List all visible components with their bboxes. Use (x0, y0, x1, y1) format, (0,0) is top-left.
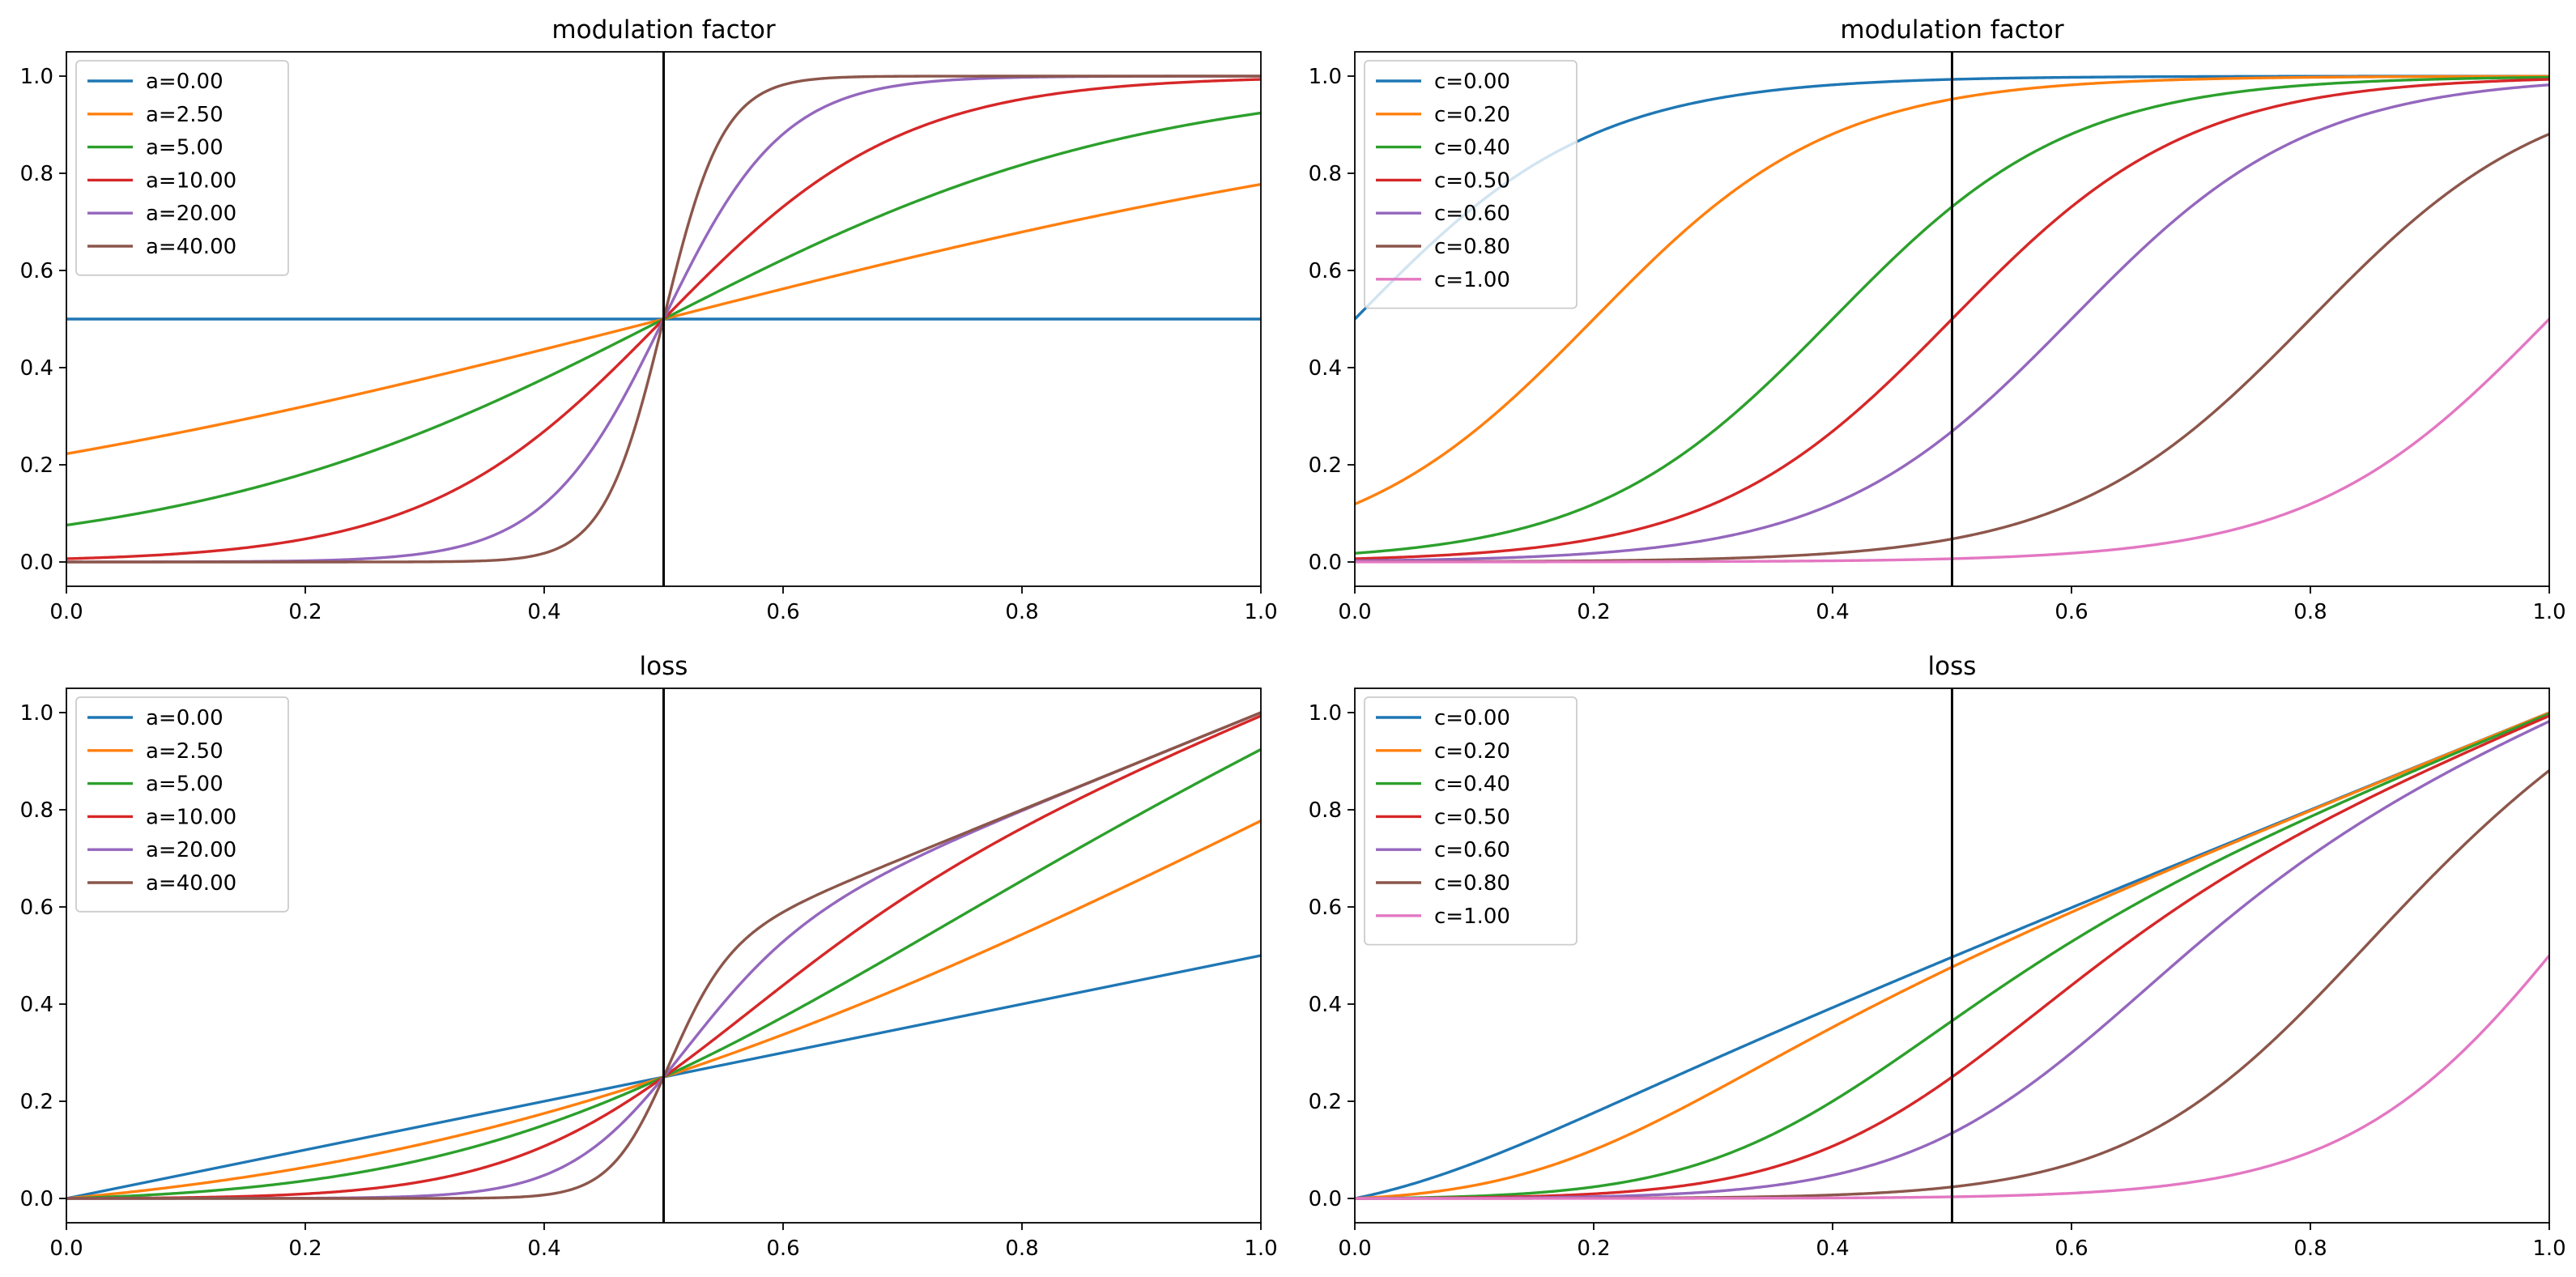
y-tick-label: 1.0 (20, 65, 53, 89)
x-tick-label: 0.0 (49, 600, 83, 624)
x-tick-label: 0.8 (1005, 1237, 1038, 1261)
legend-label: a=40.00 (146, 871, 236, 896)
x-tick-label: 0.6 (2054, 1237, 2088, 1261)
x-tick-label: 0.4 (1816, 600, 1849, 624)
legend-label: a=20.00 (146, 202, 236, 226)
x-tick-label: 1.0 (1244, 600, 1277, 624)
y-tick-label: 0.8 (20, 798, 53, 823)
x-tick-label: 0.8 (2293, 1237, 2327, 1261)
legend-label: c=0.20 (1434, 103, 1510, 127)
y-tick-label: 0.4 (1309, 356, 1342, 381)
x-tick-label: 0.0 (1338, 1237, 1371, 1261)
legend: c=0.00 c=0.20 c=0.40 c=0.50 c=0.60 c=0.80 c=1.… (1364, 696, 1578, 946)
axes-frame (66, 687, 1262, 1224)
x-tick-label: 0.4 (527, 1237, 560, 1261)
axes-frame (66, 51, 1262, 587)
x-tick-label: 0.8 (2293, 600, 2327, 624)
y-tick-label: 0.8 (1309, 798, 1342, 823)
legend: a=0.00 a=2.50 a=5.00 a=10.00 a=20.00 a=40.00 (75, 60, 289, 276)
legend-label: a=2.50 (146, 739, 224, 764)
y-tick-label: 0.0 (20, 551, 53, 575)
chart-title: loss (640, 652, 688, 681)
y-tick-label: 0.8 (1309, 162, 1342, 186)
legend-label: a=5.00 (146, 773, 224, 797)
x-tick-label: 0.2 (1577, 600, 1610, 624)
legend-label: a=5.00 (146, 136, 224, 160)
y-tick-label: 0.4 (20, 993, 53, 1017)
legend-label: a=40.00 (146, 235, 236, 259)
x-tick-label: 0.6 (766, 600, 799, 624)
legend-label: c=0.00 (1434, 70, 1510, 94)
x-tick-label: 0.2 (1577, 1237, 1610, 1261)
y-tick-label: 0.0 (20, 1187, 53, 1211)
legend-label: c=0.40 (1434, 136, 1510, 160)
y-tick-label: 0.2 (20, 1090, 53, 1114)
legend-label: a=20.00 (146, 838, 236, 862)
y-tick-label: 0.2 (1309, 1090, 1342, 1114)
x-tick-label: 0.4 (527, 600, 560, 624)
y-tick-label: 0.4 (20, 356, 53, 381)
legend-label: a=0.00 (146, 70, 224, 94)
legend-label: c=0.50 (1434, 168, 1510, 193)
y-tick-label: 0.4 (1309, 993, 1342, 1017)
x-tick-label: 0.8 (1005, 600, 1038, 624)
legend: a=0.00 a=2.50 a=5.00 a=10.00 a=20.00 a=40.00 (75, 696, 289, 913)
legend-label: c=0.80 (1434, 235, 1510, 259)
chart-title: modulation factor (551, 15, 775, 45)
legend-label: c=0.80 (1434, 871, 1510, 896)
y-tick-label: 0.2 (20, 453, 53, 478)
y-tick-label: 1.0 (1309, 65, 1342, 89)
legend-label: c=0.50 (1434, 805, 1510, 829)
x-tick-label: 0.2 (288, 1237, 321, 1261)
axes-frame (1354, 51, 2550, 587)
x-tick-label: 0.4 (1816, 1237, 1849, 1261)
legend-label: c=1.00 (1434, 905, 1510, 929)
legend: c=0.00 c=0.20 c=0.40 c=0.50 c=0.60 c=0.80 c=1.… (1364, 60, 1578, 309)
x-tick-label: 0.6 (766, 1237, 799, 1261)
chart-panel-mod-a: modulation factor 0.0 0.2 0.4 0.6 0.8 1.0 0.0 0.… (20, 15, 1278, 624)
y-tick-label: 0.6 (1309, 259, 1342, 283)
chart-panel-loss-a: loss 0.0 0.2 0.4 0.6 0.8 1.0 0.0 0.2 0.4 0.6 0.8 1.0… (20, 652, 1278, 1261)
x-tick-label: 0.6 (2054, 600, 2088, 624)
y-tick-label: 0.6 (1309, 896, 1342, 920)
legend-label: a=10.00 (146, 168, 236, 193)
y-tick-label: 0.6 (20, 896, 53, 920)
x-tick-label: 1.0 (2532, 1237, 2565, 1261)
y-tick-label: 0.0 (1309, 1187, 1342, 1211)
y-tick-label: 1.0 (20, 701, 53, 726)
y-tick-label: 1.0 (1309, 701, 1342, 726)
legend-label: c=0.20 (1434, 739, 1510, 764)
legend-label: a=0.00 (146, 706, 224, 730)
y-tick-label: 0.6 (20, 259, 53, 283)
chart-title: modulation factor (1840, 15, 2063, 45)
axes-frame (1354, 687, 2550, 1224)
chart-panel-mod-c: modulation factor 0.0 0.2 0.4 0.6 0.8 1.0 0.0 0.… (1309, 15, 2566, 624)
x-tick-label: 0.2 (288, 600, 321, 624)
legend-label: c=0.00 (1434, 706, 1510, 730)
y-tick-label: 0.8 (20, 162, 53, 186)
x-tick-label: 1.0 (1244, 1237, 1277, 1261)
x-tick-label: 0.0 (49, 1237, 83, 1261)
legend-label: c=0.60 (1434, 202, 1510, 226)
y-tick-label: 0.2 (1309, 453, 1342, 478)
legend-label: c=1.00 (1434, 268, 1510, 292)
chart-panel-loss-c: loss 0.0 0.2 0.4 0.6 0.8 1.0 0.0 0.2 0.4 0.6 0.8 1.0… (1309, 652, 2566, 1261)
legend-label: c=0.60 (1434, 838, 1510, 862)
legend-label: a=10.00 (146, 805, 236, 829)
legend-label: c=0.40 (1434, 773, 1510, 797)
legend-label: a=2.50 (146, 103, 224, 127)
x-tick-label: 0.0 (1338, 600, 1371, 624)
chart-title: loss (1928, 652, 1977, 681)
x-tick-label: 1.0 (2532, 600, 2565, 624)
y-tick-label: 0.0 (1309, 551, 1342, 575)
